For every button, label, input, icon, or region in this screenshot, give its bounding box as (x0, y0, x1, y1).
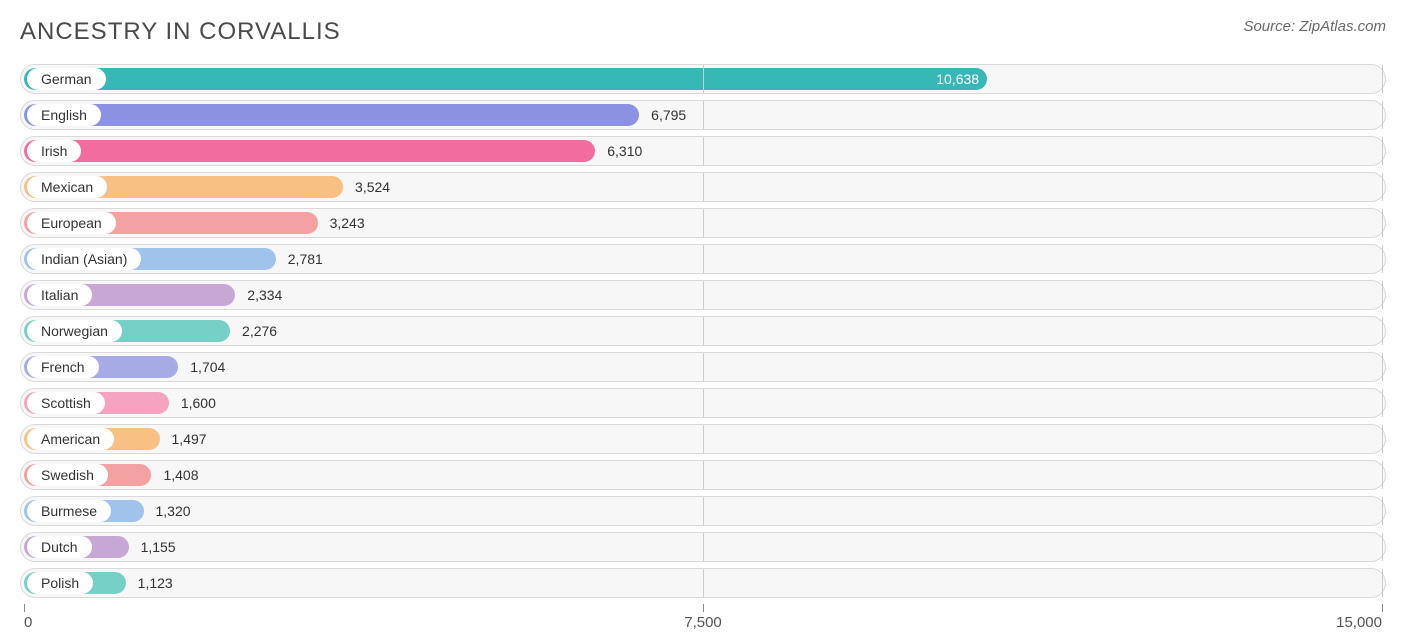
bar-label-pill: Indian (Asian) (27, 248, 141, 270)
gridline (703, 425, 704, 453)
gridline (1382, 245, 1383, 273)
bar-row: German 10,638 (20, 64, 1386, 94)
bar-row: English 6,795 (20, 100, 1386, 130)
gridline (1382, 569, 1383, 597)
bar-row: Polish 1,123 (20, 568, 1386, 598)
bar-label-pill: Swedish (27, 464, 108, 486)
bar-label-pill: French (27, 356, 99, 378)
gridline (703, 245, 704, 273)
gridline (1382, 173, 1383, 201)
gridline (1382, 65, 1383, 93)
gridline (703, 497, 704, 525)
bar-value: 1,123 (138, 575, 173, 591)
bar-label-pill: Burmese (27, 500, 111, 522)
bar-value: 6,310 (607, 143, 642, 159)
gridline (1382, 137, 1383, 165)
chart-area: German 10,638 English 6,795 Irish 6,310 Mexica… (20, 64, 1386, 634)
bar-value: 1,600 (181, 395, 216, 411)
bar-fill (24, 140, 595, 162)
bar-row: Mexican 3,524 (20, 172, 1386, 202)
axis-tick-label: 0 (24, 614, 32, 631)
chart-header: ANCESTRY IN CORVALLIS Source: ZipAtlas.c… (20, 18, 1386, 46)
bar-value: 6,795 (651, 107, 686, 123)
bar-label-pill: Norwegian (27, 320, 122, 342)
bar-value: 1,408 (163, 467, 198, 483)
bar-label-pill: Polish (27, 572, 93, 594)
axis-tick (24, 604, 25, 612)
gridline (703, 101, 704, 129)
gridline (703, 65, 704, 93)
gridline (1382, 425, 1383, 453)
bar-row: French 1,704 (20, 352, 1386, 382)
bar-row: Italian 2,334 (20, 280, 1386, 310)
bar-row: Norwegian 2,276 (20, 316, 1386, 346)
gridline (703, 209, 704, 237)
bar-label-pill: Italian (27, 284, 92, 306)
gridline (703, 461, 704, 489)
gridline (703, 389, 704, 417)
gridline (1382, 461, 1383, 489)
bar-value: 1,155 (141, 539, 176, 555)
gridline (703, 569, 704, 597)
bar-row: Scottish 1,600 (20, 388, 1386, 418)
bar-value: 3,243 (330, 215, 365, 231)
axis-tick (703, 604, 704, 612)
x-axis: 0 7,500 15,000 (20, 604, 1386, 634)
bar-value: 1,704 (190, 359, 225, 375)
gridline (1382, 497, 1383, 525)
bar-value: 1,497 (172, 431, 207, 447)
bar-row: European 3,243 (20, 208, 1386, 238)
gridline (703, 533, 704, 561)
gridline (1382, 389, 1383, 417)
gridline (1382, 353, 1383, 381)
bar-label-pill: Mexican (27, 176, 107, 198)
gridline (703, 353, 704, 381)
bar-row: Indian (Asian) 2,781 (20, 244, 1386, 274)
gridline (1382, 317, 1383, 345)
bar-value: 3,524 (355, 179, 390, 195)
gridline (703, 317, 704, 345)
bar-value: 2,334 (247, 287, 282, 303)
bar-row: Burmese 1,320 (20, 496, 1386, 526)
bar-row: Swedish 1,408 (20, 460, 1386, 490)
bar-label-pill: Irish (27, 140, 81, 162)
bar-value: 1,320 (156, 503, 191, 519)
bar-row: Irish 6,310 (20, 136, 1386, 166)
bar-value: 2,781 (288, 251, 323, 267)
axis-tick-label: 15,000 (1336, 614, 1382, 631)
gridline (703, 173, 704, 201)
bar-label-pill: European (27, 212, 116, 234)
bar-value: 10,638 (936, 71, 979, 87)
chart-source: Source: ZipAtlas.com (1243, 18, 1386, 35)
bar-row: American 1,497 (20, 424, 1386, 454)
bar-value: 2,276 (242, 323, 277, 339)
bar-label-pill: Dutch (27, 536, 92, 558)
bar-label-pill: English (27, 104, 101, 126)
bar-label-pill: Scottish (27, 392, 105, 414)
axis-tick-label: 7,500 (684, 614, 722, 631)
bar-fill (24, 68, 987, 90)
chart-title: ANCESTRY IN CORVALLIS (20, 18, 341, 46)
axis-tick (1382, 604, 1383, 612)
gridline (1382, 209, 1383, 237)
gridline (1382, 533, 1383, 561)
bar-fill (24, 104, 639, 126)
bar-label-pill: American (27, 428, 114, 450)
gridline (703, 137, 704, 165)
gridline (1382, 281, 1383, 309)
bar-row: Dutch 1,155 (20, 532, 1386, 562)
gridline (1382, 101, 1383, 129)
bar-label-pill: German (27, 68, 106, 90)
gridline (703, 281, 704, 309)
